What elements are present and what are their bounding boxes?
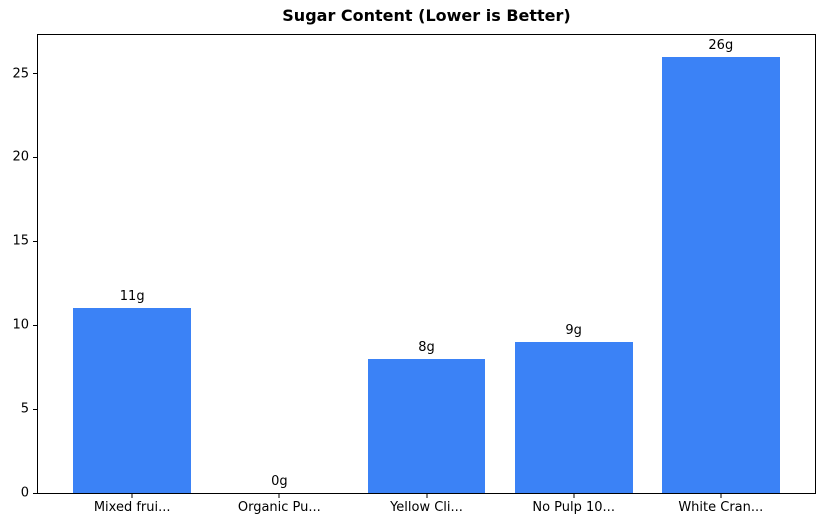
y-axis-tick-label: 0 <box>20 485 29 501</box>
y-axis-tick-label: 10 <box>12 317 29 333</box>
bar <box>73 308 192 493</box>
bar-value-label: 9g <box>565 323 582 339</box>
x-axis-tick <box>278 494 280 498</box>
x-axis-tick-label: Mixed frui... <box>93 500 171 515</box>
x-axis-tick-label: White Cran... <box>678 500 764 515</box>
y-axis-tick <box>33 324 37 326</box>
bar <box>367 358 486 493</box>
x-axis-tick-label: Organic Pu... <box>237 500 321 515</box>
x-axis-tick <box>426 494 427 498</box>
x-axis-tick-label: No Pulp 10... <box>532 500 615 515</box>
chart-title: Sugar Content (Lower is Better) <box>282 6 571 25</box>
y-axis-tick <box>33 240 37 242</box>
bar-value-label: 26g <box>708 37 734 53</box>
y-axis-tick <box>33 156 37 158</box>
y-axis-tick <box>33 408 37 410</box>
y-axis-tick-label: 15 <box>12 233 29 249</box>
y-axis-tick <box>33 492 37 494</box>
bar-value-label: 11g <box>119 289 145 305</box>
bar-value-label: 8g <box>418 339 435 355</box>
y-axis-tick <box>33 73 37 75</box>
bar <box>661 56 780 493</box>
y-axis-tick-label: 25 <box>12 66 29 82</box>
bar-value-label: 0g <box>271 474 288 489</box>
x-axis-tick-label: Yellow Cli... <box>390 500 463 515</box>
y-axis-tick-label: 20 <box>12 149 29 165</box>
x-axis-tick <box>720 494 722 498</box>
x-axis-tick <box>131 494 133 498</box>
plot-area: 0 5 10 15 20 25 11g Mixed frui... 0g Organic Pu..… <box>12 34 816 514</box>
bar <box>514 342 633 493</box>
x-axis-tick <box>573 494 575 498</box>
y-axis-tick-label: 5 <box>20 401 29 417</box>
